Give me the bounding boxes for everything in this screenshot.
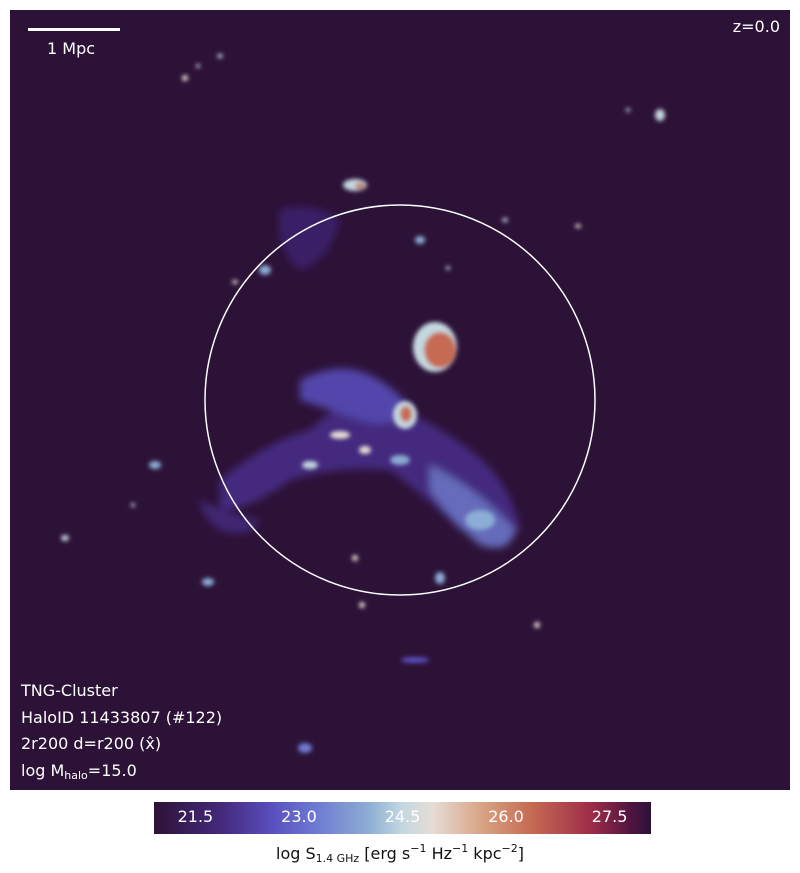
emission-image xyxy=(61,54,665,753)
halo-info: TNG-Cluster HaloID 11433807 (#122) 2r200… xyxy=(21,678,222,789)
colorbar-tick-label: 21.5 xyxy=(177,807,214,826)
colorbar-label: log S1.4 GHz [erg s−1 Hz−1 kpc−2] xyxy=(0,842,800,865)
colorbar-label-prefix: log S xyxy=(276,844,316,863)
colorbar-units-1: [erg s xyxy=(364,844,411,863)
colorbar-units-sup-2: −1 xyxy=(452,842,469,855)
colorbar-units-2: Hz xyxy=(426,844,452,863)
colorbar-gradient xyxy=(154,802,651,834)
projection-info: 2r200 d=r200 (x̂) xyxy=(21,734,162,753)
colorbar-units-sup-3: −2 xyxy=(501,842,518,855)
scalebar-line xyxy=(28,28,120,31)
colorbar-units-sup-1: −1 xyxy=(410,842,427,855)
radio-emission-map: 1 Mpc z=0.0 TNG-Cluster HaloID 11433807 … xyxy=(10,10,790,790)
diffuse-emission xyxy=(200,206,520,548)
halo-mass-prefix: log M xyxy=(21,760,65,780)
emission-knots xyxy=(61,54,665,753)
halo-mass-subscript: halo xyxy=(64,768,88,782)
halo-mass: log Mhalo=15.0 xyxy=(21,758,222,790)
colorbar-units-4: ] xyxy=(517,844,524,863)
halo-mass-value: =15.0 xyxy=(87,760,137,780)
colorbar: 21.5 23.0 24.5 26.0 27.5 xyxy=(154,802,651,834)
simulation-name: TNG-Cluster xyxy=(21,681,118,700)
r200-circle xyxy=(204,204,596,596)
colorbar-tick-label: 27.5 xyxy=(591,807,628,826)
colorbar-tick-label: 23.0 xyxy=(281,807,317,826)
halo-id: HaloID 11433807 (#122) xyxy=(21,707,223,727)
scalebar-label: 1 Mpc xyxy=(47,39,96,58)
redshift-label: z=0.0 xyxy=(732,17,780,36)
colorbar-tick-label: 26.0 xyxy=(488,807,524,826)
colorbar-label-subscript: 1.4 GHz xyxy=(315,852,360,865)
colorbar-tick-label: 24.5 xyxy=(384,807,421,826)
colorbar-units-3: kpc xyxy=(468,844,502,863)
